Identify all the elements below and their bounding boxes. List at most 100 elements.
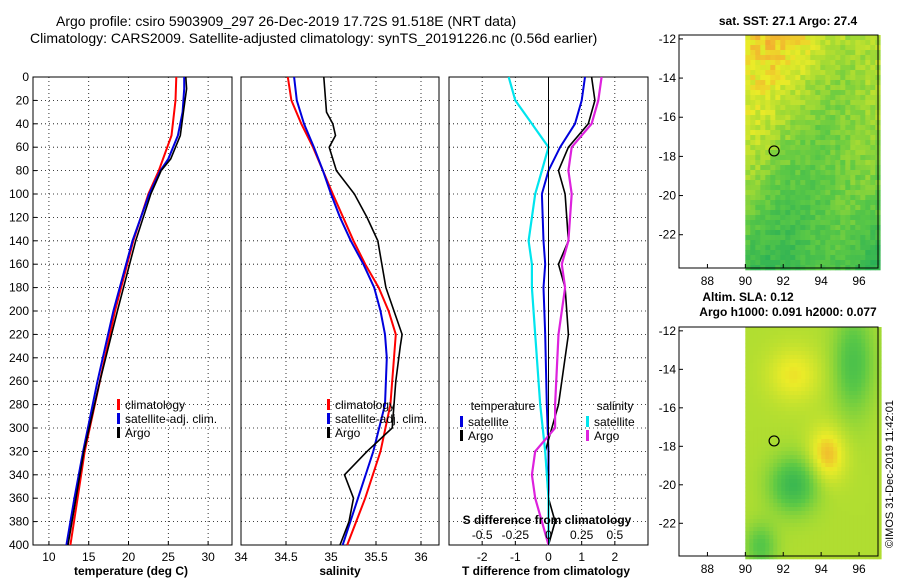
sla_map-cell <box>805 411 810 416</box>
sla_map-cell <box>877 327 882 332</box>
sla_map-cell <box>861 479 866 484</box>
sst_map-cell <box>870 105 876 111</box>
sla_map-cell <box>877 515 882 520</box>
sst_map-cell <box>860 170 866 176</box>
sla_map-cell <box>861 375 866 380</box>
sla_map-cell <box>757 551 762 556</box>
sst_map-cell <box>800 150 806 156</box>
sla_map-cell <box>777 555 782 560</box>
sst_map-cell <box>860 50 866 56</box>
sla_map-cell <box>877 471 882 476</box>
sst_map-cell <box>870 120 876 126</box>
sla_map-cell <box>833 471 838 476</box>
sla_map-cell <box>873 515 878 520</box>
sla_map-cell <box>845 507 850 512</box>
sla_map-cell <box>837 495 842 500</box>
sst_map-cell <box>850 110 856 116</box>
sst_map-cell <box>870 245 876 251</box>
sla_map-cell <box>773 355 778 360</box>
difference-secondary-xtick-label: -0.5 <box>472 528 493 542</box>
sla_map-cell <box>745 359 750 364</box>
sst_map-cell <box>825 140 831 146</box>
sst_map-cell <box>790 165 796 171</box>
sla_map-cell <box>785 375 790 380</box>
sla_map-cell <box>869 467 874 472</box>
sst_map-cell <box>800 40 806 46</box>
sst_map-cell <box>850 135 856 141</box>
sla_map-cell <box>837 423 842 428</box>
sst_map-cell <box>860 40 866 46</box>
sla_map-cell <box>785 399 790 404</box>
sla_map-cell <box>813 491 818 496</box>
sla_map-cell <box>797 391 802 396</box>
sst_map-cell <box>820 235 826 241</box>
sst_map-cell <box>820 60 826 66</box>
sst_map-cell <box>775 65 781 71</box>
sla_map-cell <box>761 335 766 340</box>
sla_map-cell <box>833 407 838 412</box>
sst_map-cell <box>800 240 806 246</box>
sst_map-cell <box>745 65 751 71</box>
sst_map-cell <box>860 205 866 211</box>
sla_map-cell <box>801 555 806 560</box>
sst_map-cell <box>785 260 791 266</box>
sla_map-cell <box>829 327 834 332</box>
sst_map-cell <box>830 120 836 126</box>
sst_map-cell <box>840 210 846 216</box>
sla_map-cell <box>833 379 838 384</box>
sla_map-cell <box>873 531 878 536</box>
sla_map-cell <box>805 503 810 508</box>
sla_map-cell <box>861 459 866 464</box>
sla_map-cell <box>749 547 754 552</box>
sst_map-cell <box>785 90 791 96</box>
sst_map-cell <box>815 245 821 251</box>
sla_map-cell <box>873 555 878 560</box>
sla_map-cell <box>813 423 818 428</box>
sla_map-cell <box>797 467 802 472</box>
sst_map-cell <box>815 260 821 266</box>
sla_map-cell <box>801 371 806 376</box>
sst_map-cell <box>855 110 861 116</box>
sst_map-cell <box>860 90 866 96</box>
sla_map-cell <box>873 411 878 416</box>
sst_map-cell <box>855 240 861 246</box>
sst_map-cell <box>795 185 801 191</box>
sst_map-cell <box>790 120 796 126</box>
sla_map-cell <box>805 435 810 440</box>
sla_map-cell <box>757 383 762 388</box>
sla_map-cell <box>749 475 754 480</box>
sst_map-cell <box>865 90 871 96</box>
sst_map-cell <box>820 75 826 81</box>
sla_map-cell <box>793 555 798 560</box>
sla_map-cell <box>781 535 786 540</box>
depth-ytick-label: 340 <box>9 468 29 482</box>
sla_map-cell <box>769 339 774 344</box>
sla_map-cell <box>773 431 778 436</box>
sst_map-cell <box>795 210 801 216</box>
sst_map-cell <box>865 260 871 266</box>
sst_map-cell <box>760 240 766 246</box>
sla_map-cell <box>757 467 762 472</box>
sla_map-cell <box>817 407 822 412</box>
sla_map-cell <box>845 395 850 400</box>
sla_map-cell <box>801 367 806 372</box>
sla_map-cell <box>845 439 850 444</box>
sla_map-cell <box>857 527 862 532</box>
sla_map-cell <box>845 427 850 432</box>
sst_map-cell <box>800 60 806 66</box>
sla_map-cell <box>837 511 842 516</box>
sla_map-cell <box>801 403 806 408</box>
sla_map-cell <box>817 427 822 432</box>
sst_map-cell <box>770 80 776 86</box>
sla_map-cell <box>765 503 770 508</box>
sla_map-cell <box>861 383 866 388</box>
sla_map-cell <box>809 499 814 504</box>
sst_map-cell <box>780 135 786 141</box>
sla_map-cell <box>829 499 834 504</box>
sst_map-cell <box>805 135 811 141</box>
sst_map-cell <box>825 260 831 266</box>
sla_map-cell <box>829 479 834 484</box>
sla_map-cell <box>785 547 790 552</box>
sla_map-cell <box>825 427 830 432</box>
sla_map-cell <box>765 395 770 400</box>
